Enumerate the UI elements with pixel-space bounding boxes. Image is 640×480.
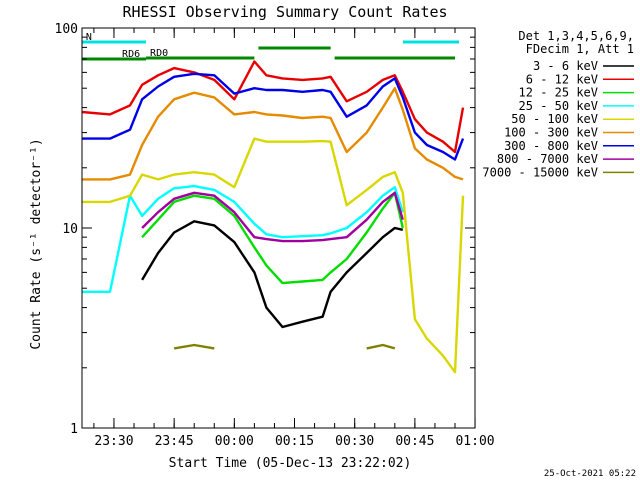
x-tick-label: 01:00 [455, 434, 494, 449]
series-line-7 [81, 72, 465, 161]
legend-entry-label: 7000 - 15000 keV [482, 165, 598, 179]
series-line-8 [141, 191, 404, 243]
x-tick-label: 00:00 [215, 434, 254, 449]
legend-header-line-2: FDecim 1, Att 1 [526, 42, 634, 56]
legend-entry-label: 300 - 800 keV [504, 139, 598, 153]
legend-entry-label: 800 - 7000 keV [497, 152, 598, 166]
y-tick-label: 10 [62, 222, 78, 237]
plot-area: RD6 N RD0 [81, 32, 465, 374]
series-line-9 [173, 343, 396, 350]
series-line-2 [81, 60, 465, 154]
axes: 23:30 23:45 00:00 00:15 00:30 00:45 01:00 1 10 10… [55, 22, 495, 449]
x-tick-label: 00:30 [335, 434, 374, 449]
x-tick-label: 00:15 [275, 434, 314, 449]
chart-title: RHESSI Observing Summary Count Rates [122, 3, 447, 21]
series-line-6 [81, 87, 464, 181]
legend-header-line-1: Det 1,3,4,5,6,9, [518, 29, 634, 43]
x-tick-label: 23:30 [94, 434, 133, 449]
series-line-3 [141, 191, 404, 285]
mode-label-rd0: RD0 [150, 48, 168, 59]
y-tick-label: 100 [55, 22, 78, 37]
x-axis-label: Start Time (05-Dec-13 23:22:02) [169, 456, 412, 471]
y-axis-label: Count Rate (s⁻¹ detector⁻¹) [29, 138, 44, 349]
legend-entry-label: 12 - 25 keV [519, 86, 598, 100]
y-tick-label: 1 [70, 422, 78, 437]
footer-timestamp: 25-Oct-2021 05:22 [544, 469, 636, 479]
mode-label-n: N [86, 32, 92, 43]
x-tick-label: 23:45 [155, 434, 194, 449]
legend-entry-label: 3 - 6 keV [533, 59, 598, 73]
legend-entry-label: 50 - 100 keV [511, 112, 598, 126]
mode-label-rd6: RD6 [122, 49, 140, 60]
x-tick-label: 00:45 [395, 434, 434, 449]
series-line-5 [81, 137, 465, 374]
series-line-1 [141, 220, 404, 329]
legend-entry-label: 6 - 12 keV [526, 72, 598, 86]
legend-entry-label: 25 - 50 keV [519, 99, 598, 113]
legend-entry-label: 100 - 300 keV [504, 126, 598, 140]
